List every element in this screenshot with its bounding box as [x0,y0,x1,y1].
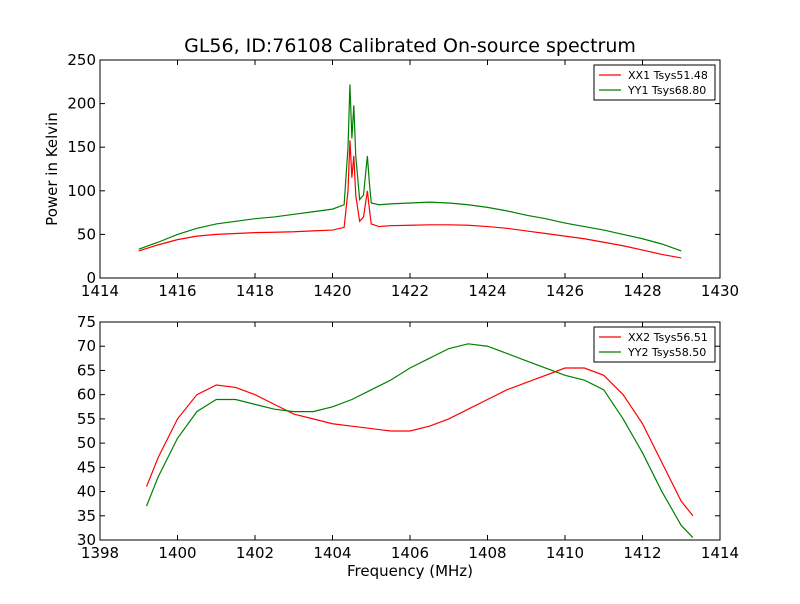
series-line-2-2 [145,343,694,538]
legend: XX1 Tsys51.48 YY1 Tsys68.80 [593,64,716,101]
x-tick-label: 1412 [623,544,661,562]
legend-box [593,326,716,363]
x-tick-label: 1420 [313,282,351,300]
y-tick-label: 100 [67,182,96,200]
x-tick-label: 1408 [468,544,506,562]
legend: XX2 Tsys56.51 YY2 Tsys58.50 [593,326,716,363]
y-tick-label: 40 [77,483,96,501]
series-line-1-1 [138,140,682,259]
x-tick-label: 1400 [158,544,196,562]
y-tick-label: 0 [86,269,96,287]
x-tick-label: 1402 [236,544,274,562]
x-axis-label: Frequency (MHz) [347,562,473,580]
y-tick-label: 75 [77,313,96,331]
x-tick-label: 1416 [158,282,196,300]
y-tick-label: 35 [77,507,96,525]
chart-title: GL56, ID:76108 Calibrated On-source spec… [184,35,636,57]
y-tick-label: 55 [77,410,96,428]
legend-label: YY1 Tsys68.80 [627,84,706,97]
x-tick-label: 1410 [546,544,584,562]
y-tick-label: 200 [67,95,96,113]
y-tick-label: 250 [67,51,96,69]
x-tick-label: 1430 [701,282,739,300]
y-tick-label: 30 [77,531,96,549]
x-tick-label: 1428 [623,282,661,300]
series-line-1-2 [138,84,682,252]
x-tick-label: 1406 [391,544,429,562]
legend-label: XX1 Tsys51.48 [628,69,708,82]
x-tick-label: 1404 [313,544,351,562]
y-tick-label: 65 [77,361,96,379]
x-tick-label: 1422 [391,282,429,300]
y-tick-label: 50 [77,225,96,243]
y-tick-label: 70 [77,337,96,355]
y-tick-label: 60 [77,386,96,404]
x-tick-label: 1398 [81,544,119,562]
x-tick-label: 1414 [81,282,119,300]
panel-2: 1398 1400 1402 1404 1406 1408 1410 1412 1414 30 35… [77,313,739,580]
y-tick-label: 50 [77,434,96,452]
panel-1: 1414 1416 1418 1420 1422 1424 1426 1428 1430 0 50 1… [43,35,739,300]
x-tick-label: 1418 [236,282,274,300]
x-tick-label: 1426 [546,282,584,300]
x-tick-label: 1414 [701,544,739,562]
series-line-2-1 [145,367,694,517]
x-tick-label: 1424 [468,282,506,300]
legend-label: XX2 Tsys56.51 [628,331,708,344]
legend-label: YY2 Tsys58.50 [627,346,706,359]
y-tick-label: 150 [67,138,96,156]
y-tick-label: 45 [77,458,96,476]
y-axis-label: Power in Kelvin [43,112,61,226]
legend-box [593,64,716,101]
